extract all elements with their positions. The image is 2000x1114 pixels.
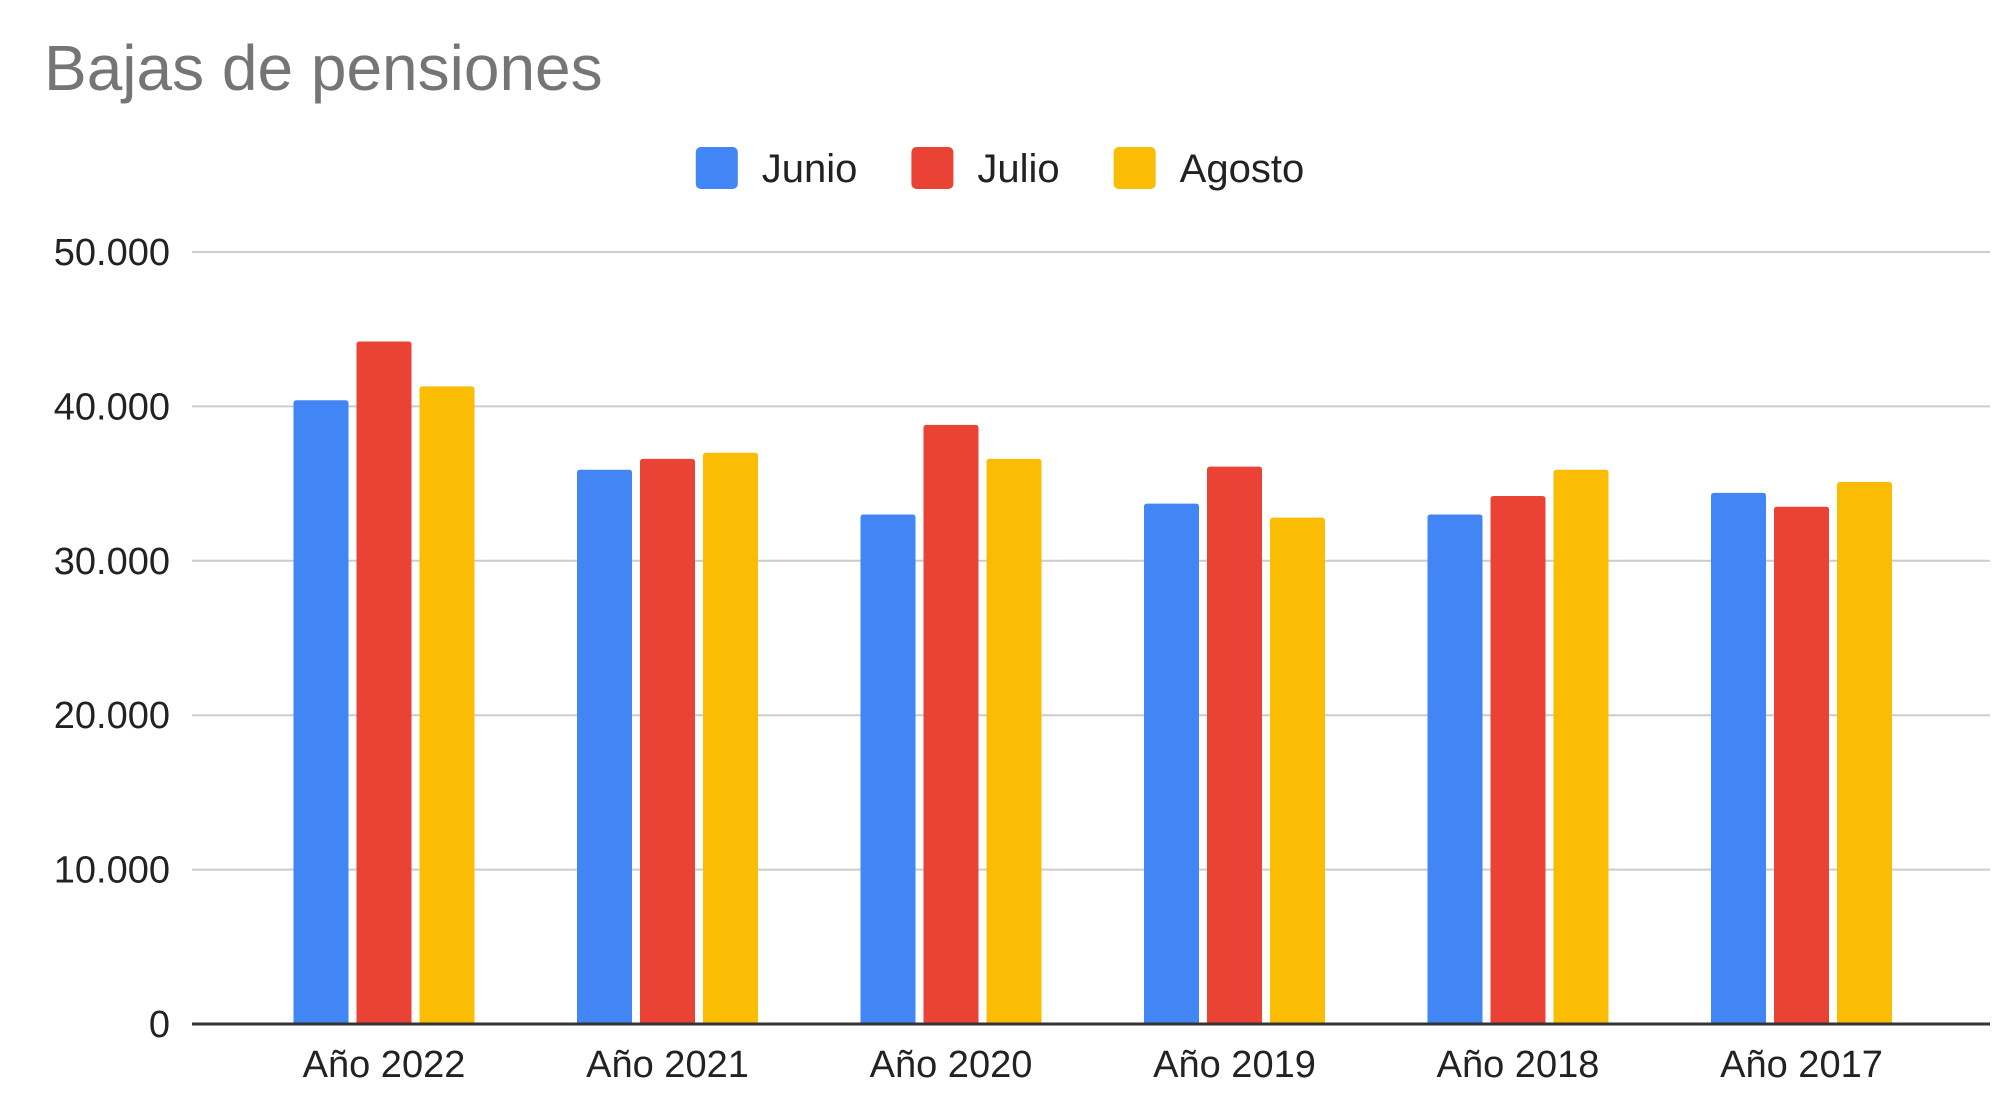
bar-junio-año-2019: [1144, 503, 1199, 1024]
bar-agosto-año-2017: [1837, 482, 1892, 1024]
bar-julio-año-2017: [1774, 506, 1829, 1024]
bar-junio-año-2017: [1711, 492, 1766, 1024]
legend-swatch-julio: [911, 147, 954, 189]
y-tick-label: 20.000: [54, 695, 170, 737]
bar-agosto-año-2021: [703, 452, 758, 1025]
y-axis-ticks: 0 10.000 20.000 30.000 40.000 50.000: [54, 232, 170, 1046]
x-tick-label: Año 2019: [1153, 1044, 1316, 1086]
bar-junio-año-2018: [1427, 514, 1483, 1024]
chart-title: Bajas de pensiones: [44, 32, 603, 104]
y-tick-label: 30.000: [54, 541, 170, 583]
x-tick-label: Año 2017: [1720, 1044, 1883, 1086]
bar-junio-año-2021: [577, 469, 632, 1025]
legend-label-julio: Julio: [977, 147, 1059, 191]
bar-agosto-año-2022: [419, 386, 475, 1024]
x-tick-label: Año 2020: [870, 1044, 1033, 1086]
legend-swatch-junio: [695, 147, 738, 189]
legend-label-agosto: Agosto: [1180, 147, 1305, 191]
bar-agosto-año-2020: [986, 458, 1042, 1024]
y-tick-label: 50.000: [54, 232, 170, 274]
bar-julio-año-2019: [1207, 466, 1262, 1025]
gridlines: [192, 251, 1990, 871]
bars: [293, 341, 1892, 1025]
legend-swatch-agosto: [1113, 147, 1156, 189]
bar-agosto-año-2018: [1553, 469, 1609, 1025]
bar-junio-año-2022: [293, 400, 349, 1024]
x-tick-label: Año 2022: [303, 1044, 466, 1086]
bar-julio-año-2020: [923, 424, 979, 1025]
legend: Junio Julio Agosto: [695, 147, 1305, 191]
y-tick-label: 0: [149, 1004, 170, 1046]
bar-agosto-año-2019: [1270, 517, 1325, 1024]
x-axis-ticks: Año 2022 Año 2021 Año 2020 Año 2019 Año 2018…: [303, 1044, 1883, 1086]
y-tick-label: 10.000: [54, 850, 170, 892]
x-tick-label: Año 2021: [586, 1044, 749, 1086]
bar-julio-año-2022: [356, 341, 412, 1024]
x-tick-label: Año 2018: [1437, 1044, 1600, 1086]
y-tick-label: 40.000: [54, 386, 170, 428]
legend-label-junio: Junio: [762, 147, 858, 191]
bar-junio-año-2020: [860, 514, 916, 1024]
bar-julio-año-2018: [1490, 495, 1546, 1024]
bar-julio-año-2021: [640, 458, 695, 1024]
